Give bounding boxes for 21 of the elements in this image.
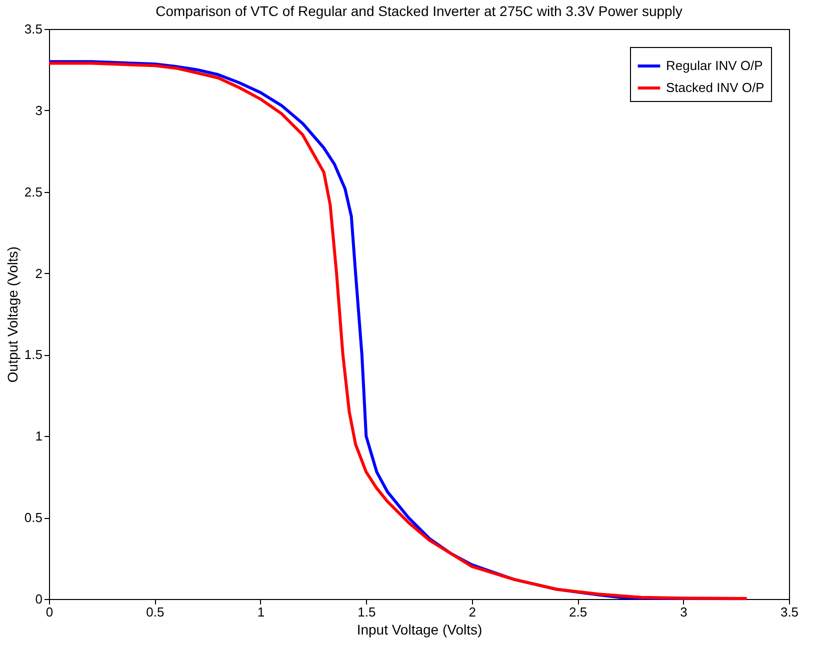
x-tick-label: 3 <box>680 604 688 620</box>
y-tick-label: 0 <box>35 592 42 606</box>
y-tick-label: 1 <box>35 428 42 444</box>
y-tick-label: 2 <box>35 266 42 281</box>
chart-title: Comparison of VTC of Regular and Stacked Inverter at 275C with 3.3V Power supply <box>156 3 682 19</box>
y-tick-label: 2.5 <box>24 184 42 200</box>
y-axis-title: Output Voltage (Volts) <box>4 246 20 383</box>
x-tick-label: 1.5 <box>358 604 376 620</box>
x-tick-label: 1 <box>257 604 265 620</box>
x-tick-label: 2 <box>468 604 476 620</box>
y-tick-label: 0.5 <box>24 510 42 526</box>
y-tick-label: 3 <box>35 102 42 118</box>
legend-label: Stacked INV O/P <box>666 80 764 95</box>
y-tick-label: 3.5 <box>24 22 42 36</box>
x-tick-label: 0.5 <box>146 604 164 620</box>
y-tick-label: 1.5 <box>24 347 42 362</box>
x-tick-label: 3.5 <box>780 604 799 620</box>
legend-label: Regular INV O/P <box>666 58 763 73</box>
x-tick-label: 0 <box>46 604 54 620</box>
x-axis-title: Input Voltage (Volts) <box>356 622 482 638</box>
x-tick-label: 2.5 <box>569 604 588 620</box>
